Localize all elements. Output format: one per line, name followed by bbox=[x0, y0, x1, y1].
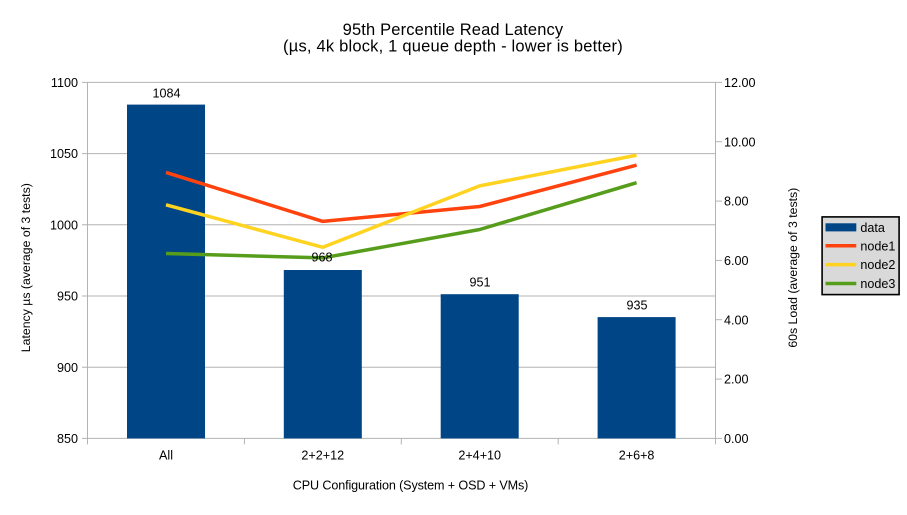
svg-text:950: 950 bbox=[57, 290, 78, 304]
svg-text:968: 968 bbox=[311, 250, 332, 264]
svg-text:CPU Configuration (System + OS: CPU Configuration (System + OSD + VMs) bbox=[293, 479, 529, 493]
svg-text:6.00: 6.00 bbox=[724, 254, 749, 268]
svg-text:850: 850 bbox=[57, 432, 78, 446]
svg-text:2+2+12: 2+2+12 bbox=[301, 449, 344, 463]
svg-text:1100: 1100 bbox=[51, 76, 78, 90]
svg-text:All: All bbox=[159, 449, 173, 463]
svg-text:Latency µs (average of 3 tests: Latency µs (average of 3 tests) bbox=[19, 183, 33, 352]
svg-text:node3: node3 bbox=[860, 277, 895, 291]
svg-text:2+6+8: 2+6+8 bbox=[619, 449, 655, 463]
svg-text:8.00: 8.00 bbox=[724, 195, 749, 209]
svg-text:(µs, 4k block, 1 queue depth -: (µs, 4k block, 1 queue depth - lower is … bbox=[283, 38, 623, 56]
svg-text:900: 900 bbox=[57, 361, 78, 375]
svg-text:95th Percentile Read Latency: 95th Percentile Read Latency bbox=[343, 21, 564, 39]
svg-text:951: 951 bbox=[469, 276, 490, 290]
svg-text:935: 935 bbox=[626, 299, 647, 313]
svg-text:1000: 1000 bbox=[50, 218, 78, 232]
svg-text:12.00: 12.00 bbox=[724, 76, 756, 90]
svg-text:2+4+10: 2+4+10 bbox=[458, 449, 501, 463]
svg-text:10.00: 10.00 bbox=[724, 135, 756, 149]
svg-text:1050: 1050 bbox=[50, 147, 78, 161]
svg-text:4.00: 4.00 bbox=[724, 313, 749, 327]
svg-text:60s Load (average of 3 tests): 60s Load (average of 3 tests) bbox=[786, 188, 800, 348]
svg-text:1084: 1084 bbox=[152, 87, 180, 101]
svg-text:2.00: 2.00 bbox=[724, 373, 749, 387]
svg-text:node1: node1 bbox=[860, 239, 895, 253]
svg-text:data: data bbox=[860, 221, 885, 235]
svg-text:0.00: 0.00 bbox=[724, 432, 749, 446]
svg-text:node2: node2 bbox=[860, 258, 895, 272]
